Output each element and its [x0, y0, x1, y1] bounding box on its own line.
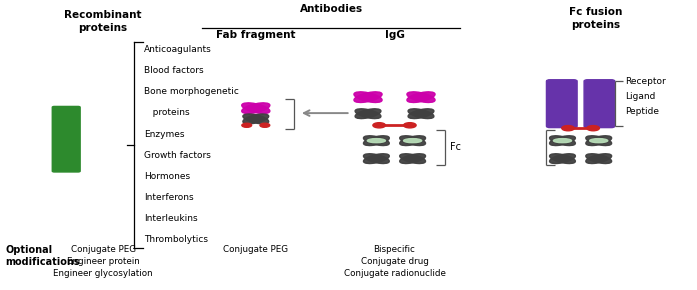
Ellipse shape: [407, 92, 435, 102]
Text: Recombinant
proteins: Recombinant proteins: [64, 10, 142, 32]
FancyBboxPatch shape: [584, 80, 615, 128]
Text: Growth factors: Growth factors: [144, 151, 211, 160]
Ellipse shape: [399, 154, 426, 164]
Ellipse shape: [549, 136, 576, 146]
FancyBboxPatch shape: [52, 106, 80, 172]
Text: Interferons: Interferons: [144, 193, 194, 202]
Text: proteins: proteins: [144, 108, 190, 117]
Ellipse shape: [585, 136, 612, 146]
Text: Optional
modifications: Optional modifications: [6, 245, 80, 267]
Circle shape: [587, 126, 599, 131]
Text: Peptide: Peptide: [625, 107, 659, 117]
Ellipse shape: [355, 109, 381, 119]
Text: Conjugate PEG: Conjugate PEG: [223, 245, 289, 254]
Ellipse shape: [243, 114, 269, 124]
Text: Receptor: Receptor: [625, 77, 666, 86]
Circle shape: [242, 123, 252, 127]
Ellipse shape: [549, 136, 576, 146]
Ellipse shape: [399, 136, 426, 146]
Text: Bone morphogenetic: Bone morphogenetic: [144, 87, 239, 96]
Text: Blood factors: Blood factors: [144, 66, 204, 75]
FancyBboxPatch shape: [546, 80, 577, 128]
Circle shape: [260, 123, 270, 127]
Ellipse shape: [585, 154, 612, 164]
Ellipse shape: [355, 109, 381, 119]
Ellipse shape: [354, 92, 382, 102]
Text: Interleukins: Interleukins: [144, 214, 198, 223]
Ellipse shape: [399, 136, 426, 146]
Text: Anticoagulants: Anticoagulants: [144, 45, 212, 54]
Ellipse shape: [363, 136, 390, 146]
Ellipse shape: [549, 154, 576, 164]
Text: Bispecific
Conjugate drug
Conjugate radionuclide: Bispecific Conjugate drug Conjugate radi…: [344, 245, 445, 278]
Ellipse shape: [363, 136, 390, 146]
Ellipse shape: [367, 139, 385, 143]
Ellipse shape: [549, 154, 576, 164]
Ellipse shape: [242, 103, 270, 113]
Text: IgG: IgG: [385, 30, 404, 40]
Ellipse shape: [242, 103, 270, 113]
Ellipse shape: [585, 136, 612, 146]
Ellipse shape: [407, 92, 435, 102]
Ellipse shape: [243, 114, 269, 124]
Text: Enzymes: Enzymes: [144, 130, 185, 139]
Ellipse shape: [408, 109, 434, 119]
Ellipse shape: [585, 154, 612, 164]
Text: Fab fragment: Fab fragment: [216, 30, 296, 40]
Text: Thrombolytics: Thrombolytics: [144, 235, 208, 244]
Circle shape: [373, 123, 385, 128]
Ellipse shape: [553, 139, 572, 143]
Circle shape: [404, 123, 416, 128]
Text: Ligand: Ligand: [625, 92, 656, 101]
Text: Hormones: Hormones: [144, 172, 190, 181]
Text: Fc: Fc: [450, 142, 461, 152]
Ellipse shape: [408, 109, 434, 119]
Circle shape: [562, 126, 574, 131]
Ellipse shape: [590, 139, 608, 143]
Text: Antibodies: Antibodies: [300, 4, 362, 14]
Text: Conjugate PEG
Engineer protein
Engineer glycosylation: Conjugate PEG Engineer protein Engineer …: [54, 245, 153, 278]
Ellipse shape: [399, 154, 426, 164]
Ellipse shape: [363, 154, 390, 164]
Ellipse shape: [354, 92, 382, 102]
Text: Fc fusion
proteins: Fc fusion proteins: [569, 7, 622, 30]
Ellipse shape: [363, 154, 390, 164]
Ellipse shape: [404, 139, 422, 143]
